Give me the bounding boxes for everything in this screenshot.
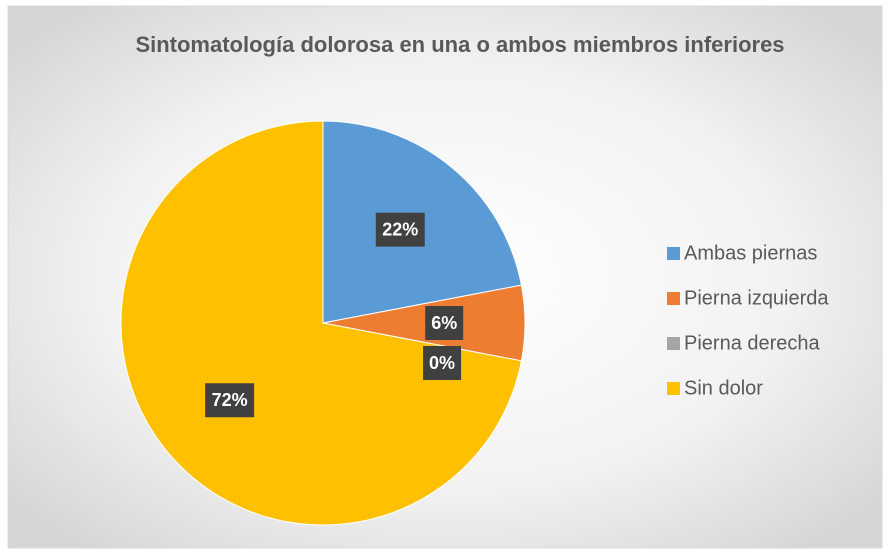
legend-label: Pierna izquierda bbox=[684, 287, 829, 309]
data-label: 22% bbox=[382, 219, 418, 239]
data-label-box bbox=[205, 383, 255, 418]
data-label: 6% bbox=[431, 313, 457, 333]
chart-title: Sintomatología dolorosa en una o ambos m… bbox=[135, 32, 785, 57]
legend-label: Ambas piernas bbox=[684, 242, 817, 264]
data-label-box bbox=[375, 212, 425, 247]
data-label: 72% bbox=[212, 390, 248, 410]
legend-label: Sin dolor bbox=[684, 377, 763, 399]
legend-swatch bbox=[667, 292, 680, 305]
data-label-box bbox=[423, 346, 462, 380]
data-label: 0% bbox=[429, 353, 455, 373]
data-label-box bbox=[425, 306, 464, 340]
legend-swatch bbox=[667, 382, 680, 395]
pie-slice bbox=[120, 120, 523, 526]
legend-swatch bbox=[667, 337, 680, 350]
legend-label: Pierna derecha bbox=[684, 332, 821, 354]
legend-swatch bbox=[667, 247, 680, 260]
